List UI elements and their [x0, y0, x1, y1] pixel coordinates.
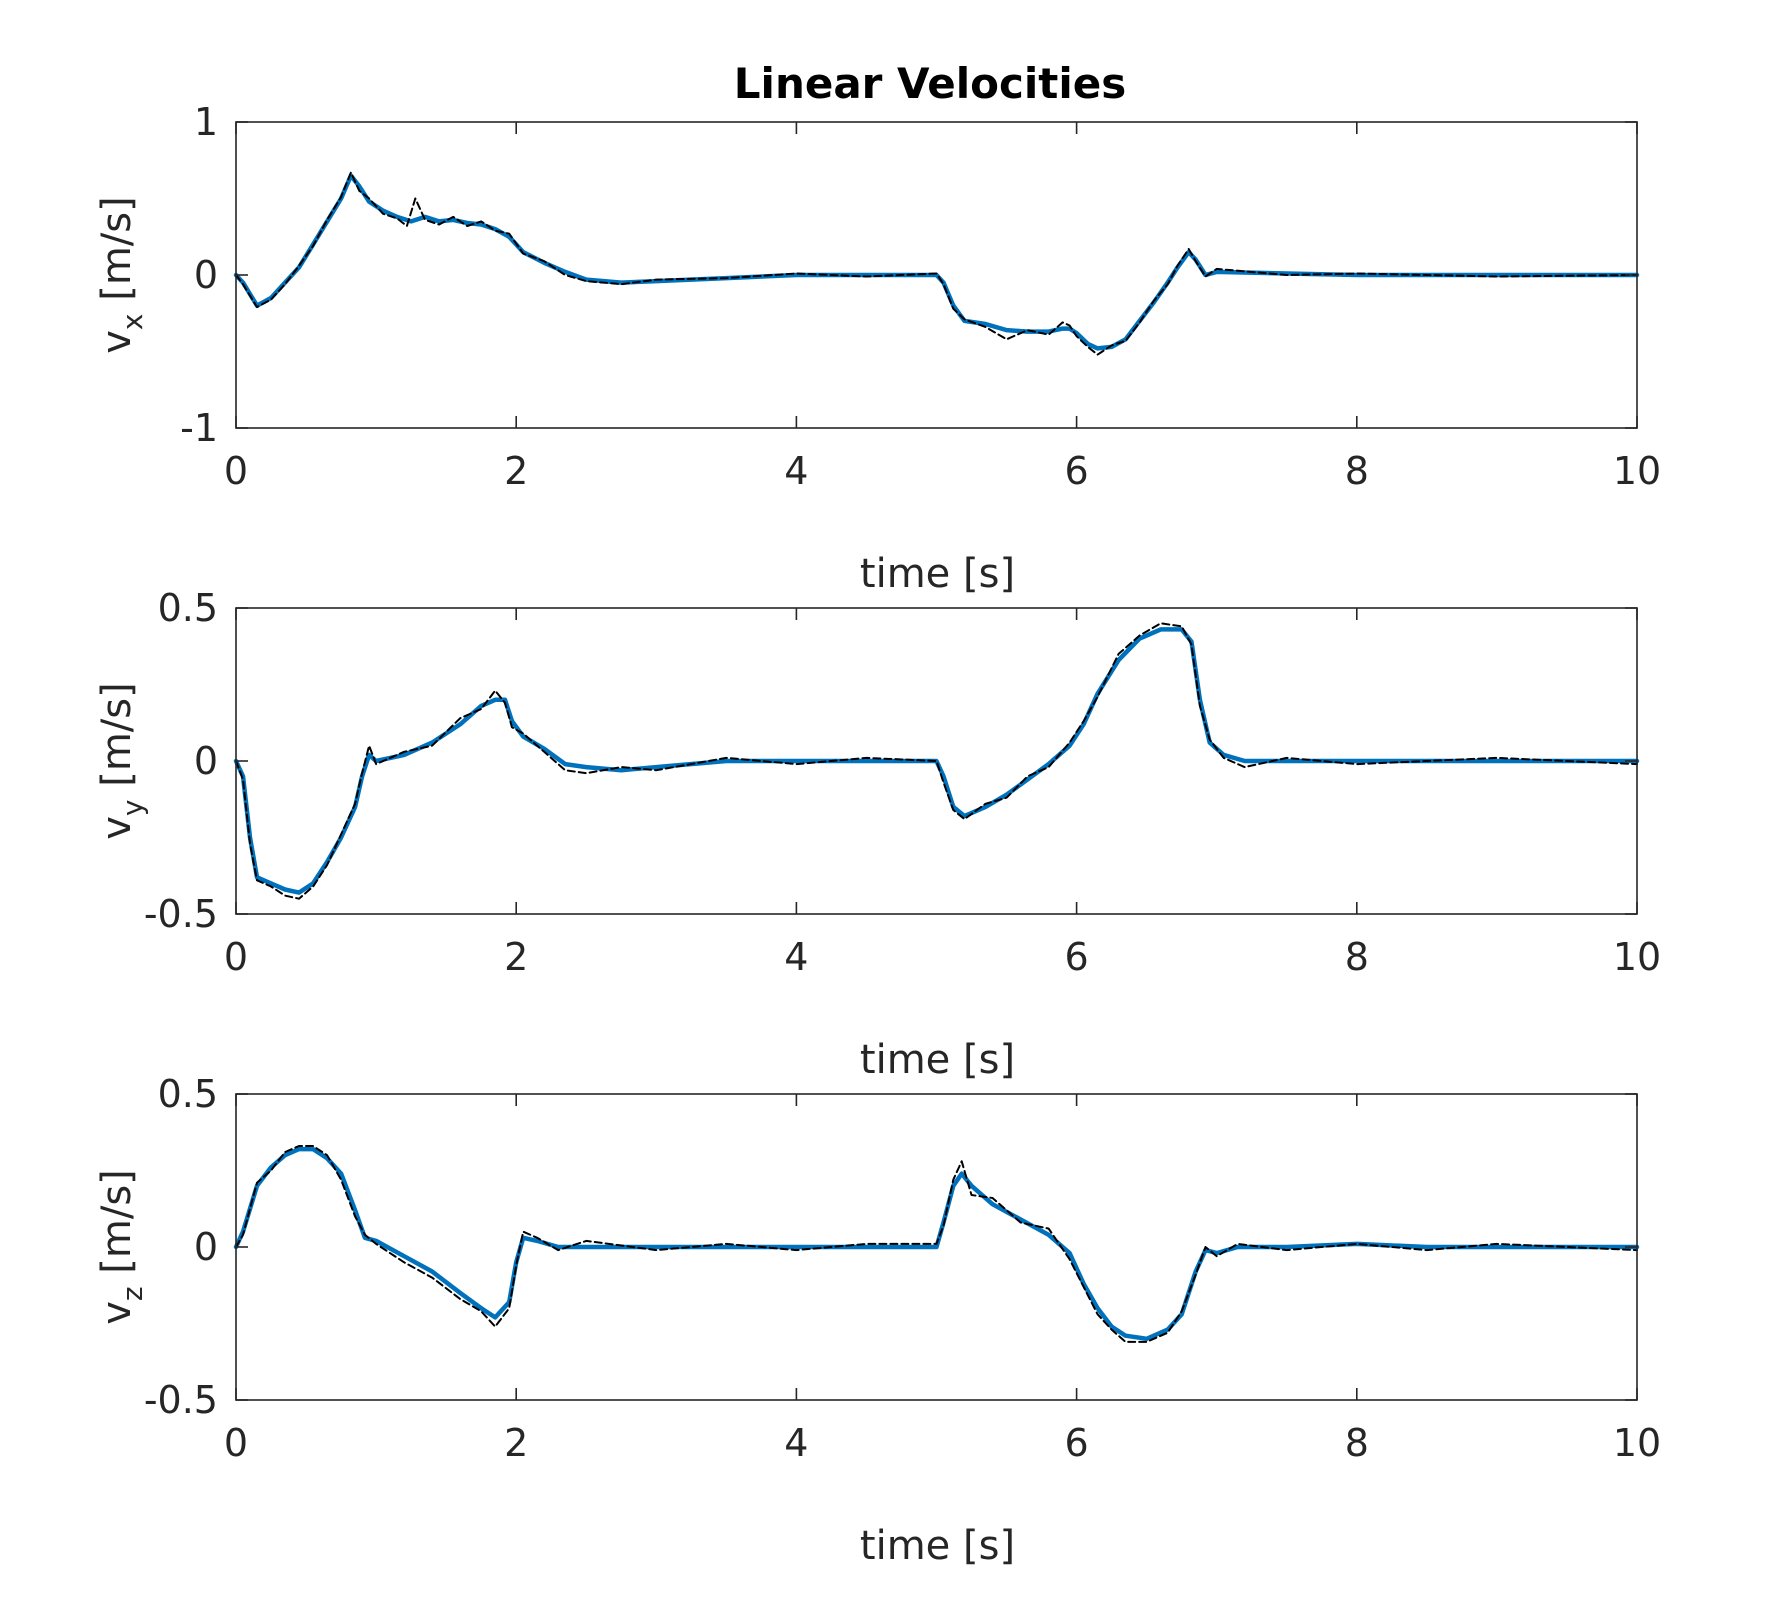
- y-axis-label-vx: vx [m/s]: [94, 196, 149, 353]
- x-tick-label: 10: [1613, 935, 1661, 979]
- y-tick-label: 0: [194, 739, 218, 783]
- x-tick-label: 8: [1345, 449, 1369, 493]
- x-axis-label-vz: time [s]: [860, 1523, 1015, 1569]
- y-axis-label-vz: vz [m/s]: [94, 1169, 149, 1325]
- x-tick-label: 2: [504, 449, 528, 493]
- series-line-vx-measured: [235, 171, 1638, 356]
- x-tick-label: 6: [1065, 1421, 1089, 1465]
- y-tick-label: -0.5: [144, 1378, 218, 1422]
- x-axis-label-vy: time [s]: [860, 1037, 1015, 1083]
- y-tick-label: 0: [194, 1225, 218, 1269]
- x-tick-label: 0: [224, 449, 248, 493]
- x-tick-label: 2: [504, 935, 528, 979]
- y-tick-label: 0: [194, 253, 218, 297]
- x-tick-label: 4: [784, 935, 808, 979]
- y-tick-label: 0.5: [158, 1072, 218, 1116]
- x-tick-label: 10: [1613, 449, 1661, 493]
- x-tick-label: 0: [224, 935, 248, 979]
- x-tick-label: 6: [1065, 935, 1089, 979]
- x-tick-label: 2: [504, 1421, 528, 1465]
- figure-title: Linear Velocities: [734, 59, 1126, 108]
- x-axis-label-vx: time [s]: [860, 551, 1015, 597]
- series-line-vz-measured: [235, 1145, 1638, 1343]
- y-tick-label: 1: [194, 100, 218, 144]
- x-tick-label: 4: [784, 449, 808, 493]
- x-tick-label: 4: [784, 1421, 808, 1465]
- x-tick-label: 6: [1065, 449, 1089, 493]
- series-line-vy-measured: [235, 622, 1638, 900]
- y-tick-label: 0.5: [158, 586, 218, 630]
- x-tick-label: 0: [224, 1421, 248, 1465]
- x-tick-label: 8: [1345, 935, 1369, 979]
- x-tick-label: 10: [1613, 1421, 1661, 1465]
- y-tick-label: -1: [180, 406, 218, 450]
- x-tick-label: 8: [1345, 1421, 1369, 1465]
- y-tick-label: -0.5: [144, 892, 218, 936]
- series-line-vx-estimate: [233, 173, 1640, 351]
- y-axis-label-vy: vy [m/s]: [94, 682, 149, 839]
